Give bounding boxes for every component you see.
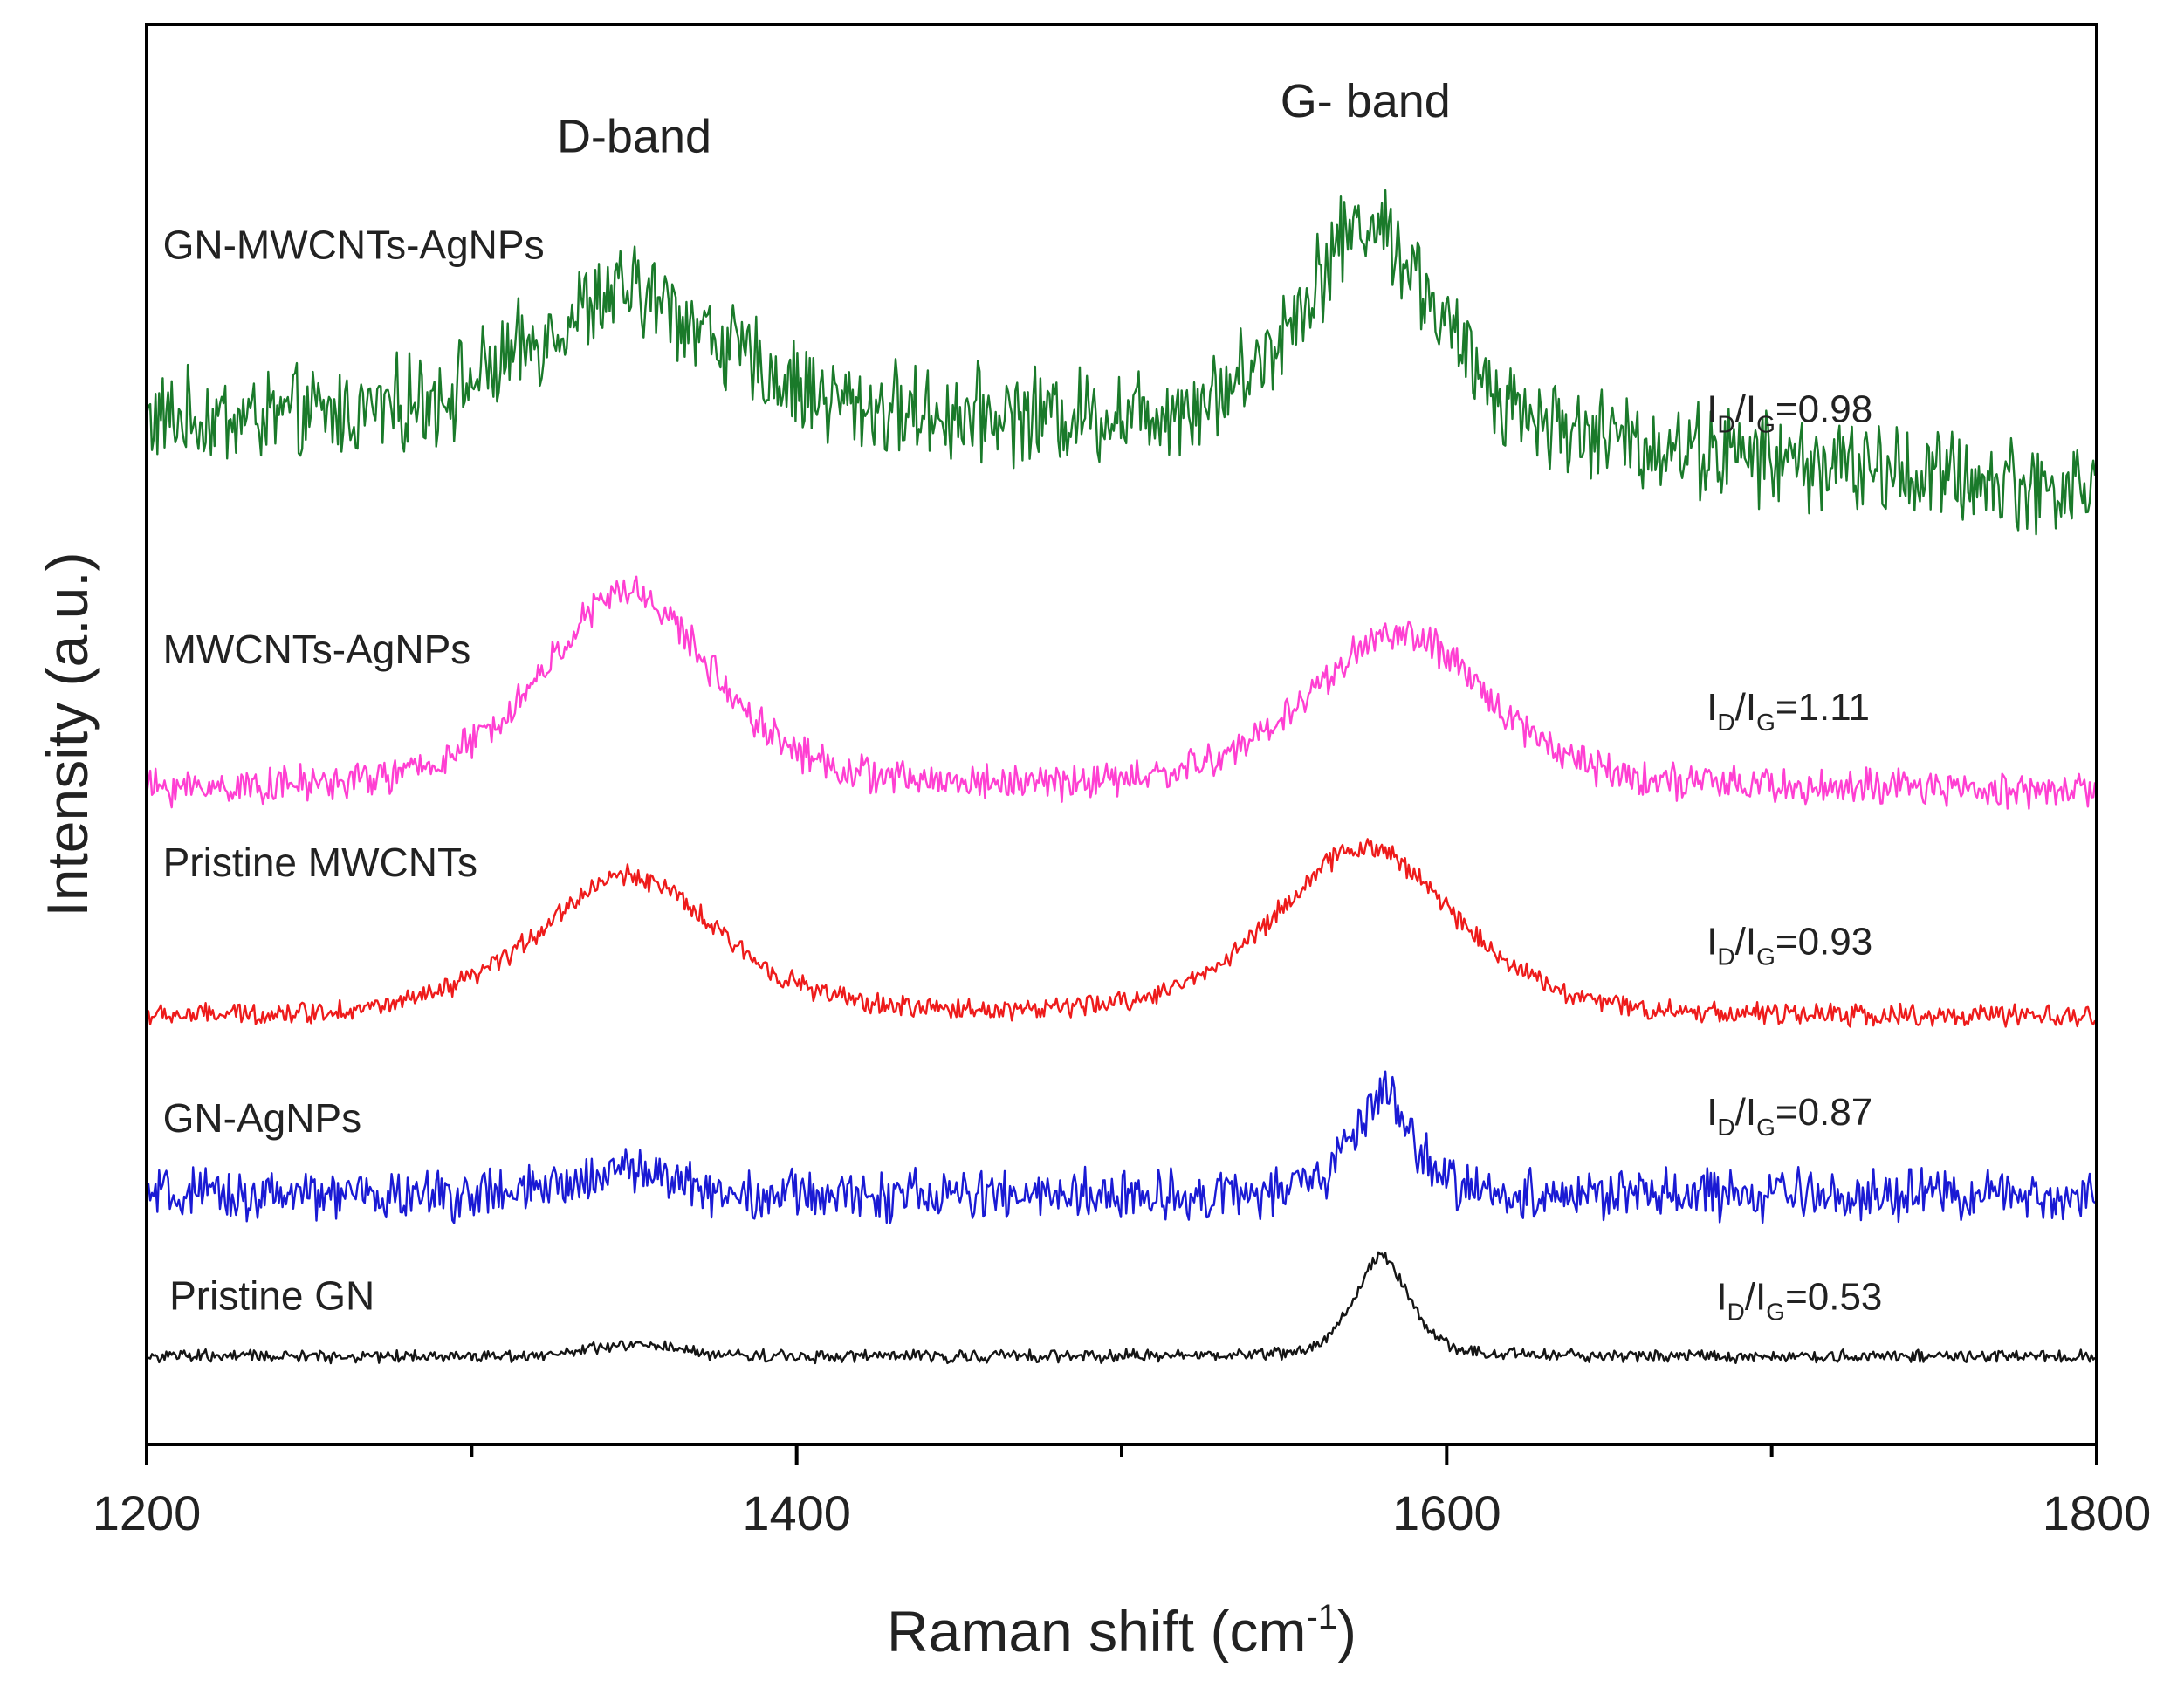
series-name-1: MWCNTs-AgNPs bbox=[163, 627, 471, 672]
band-label-0: D-band bbox=[557, 110, 711, 162]
annotations: D-band G- band GN-MWCNTs-AgNPs ID/IG=0.98 MW… bbox=[163, 75, 1883, 1326]
ratio-label-0: ID/IG=0.98 bbox=[1707, 388, 1872, 438]
series-name-4: Pristine GN bbox=[169, 1272, 374, 1318]
x-axis-label: Raman shift (cm-1) bbox=[887, 1598, 1356, 1663]
x-axis-label-close: ) bbox=[1337, 1599, 1356, 1663]
ratio-label-3: ID/IG=0.87 bbox=[1707, 1091, 1872, 1141]
x-axis-label-main: Raman shift (cm bbox=[887, 1599, 1306, 1663]
x-tick-labels: 1200 1400 1600 1800 bbox=[93, 1485, 2152, 1540]
x-tick-label-0: 1200 bbox=[93, 1485, 202, 1540]
x-tick-label-3: 1800 bbox=[2043, 1485, 2152, 1540]
x-axis-label-sup: -1 bbox=[1306, 1598, 1337, 1636]
series-name-2: Pristine MWCNTs bbox=[163, 840, 477, 885]
series-line-3 bbox=[145, 1070, 2096, 1224]
y-axis-label: Intensity (a.u.) bbox=[35, 552, 100, 916]
x-tick-label-1: 1400 bbox=[742, 1485, 851, 1540]
axis-ticks bbox=[145, 1444, 2098, 1465]
x-tick-label-2: 1600 bbox=[1392, 1485, 1501, 1540]
series-line-0 bbox=[145, 189, 2097, 536]
series-line-1 bbox=[145, 575, 2097, 810]
series-line-4 bbox=[146, 1251, 2096, 1365]
series-name-3: GN-AgNPs bbox=[163, 1095, 361, 1141]
ratio-label-4: ID/IG=0.53 bbox=[1716, 1275, 1882, 1325]
ratio-label-2: ID/IG=0.93 bbox=[1707, 921, 1872, 971]
series-name-0: GN-MWCNTs-AgNPs bbox=[163, 222, 545, 267]
band-label-1: G- band bbox=[1281, 75, 1451, 127]
ratio-label-1: ID/IG=1.11 bbox=[1707, 686, 1870, 736]
series-line-2 bbox=[145, 838, 2097, 1028]
series-lines bbox=[145, 189, 2097, 1365]
